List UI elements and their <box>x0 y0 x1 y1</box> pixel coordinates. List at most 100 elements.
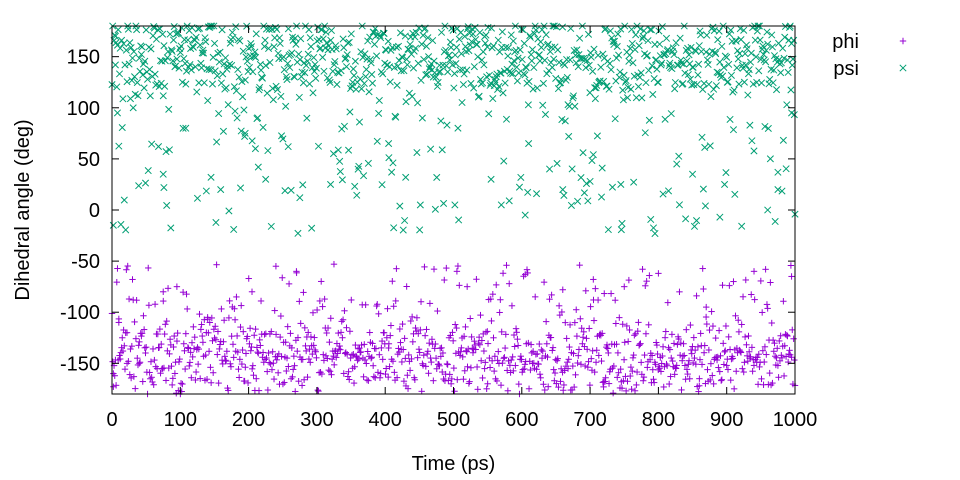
series-psi-point <box>277 92 285 100</box>
series-psi-point <box>509 37 517 45</box>
series-psi-point <box>461 32 469 40</box>
series-phi-point <box>281 379 288 386</box>
series-phi-point <box>370 373 378 380</box>
series-phi-point <box>417 326 424 334</box>
series-phi-point <box>309 350 316 358</box>
series-phi-point <box>557 378 564 385</box>
series-phi-point <box>614 349 622 357</box>
series-psi-point <box>525 77 533 86</box>
series-phi-point <box>369 362 377 369</box>
series-psi-point <box>292 40 300 48</box>
series-psi-point <box>207 173 215 181</box>
series-phi-point <box>502 331 510 338</box>
series-psi-point <box>684 70 692 79</box>
series-psi-point <box>128 54 137 62</box>
series-psi-point <box>504 44 513 52</box>
series-phi-point <box>780 372 788 380</box>
series-phi-point <box>652 361 659 368</box>
series-psi-point <box>558 23 567 31</box>
series-psi-point <box>497 69 505 77</box>
series-psi-point <box>502 43 510 52</box>
series-psi-point <box>262 25 271 33</box>
series-psi-point <box>367 59 375 67</box>
series-phi-point <box>433 365 440 372</box>
series-phi-point <box>436 345 444 352</box>
series-phi-point <box>158 340 165 348</box>
series-psi-point <box>213 72 221 80</box>
series-phi-point <box>723 362 730 369</box>
series-psi-point <box>675 201 684 209</box>
series-phi-point <box>402 355 409 362</box>
series-psi-point <box>319 53 327 61</box>
series-phi-point <box>421 263 428 271</box>
series-psi-point <box>756 36 764 44</box>
series-psi-point <box>264 147 272 155</box>
series-psi-point <box>613 42 621 50</box>
series-psi-point <box>741 50 749 58</box>
series-psi-point <box>436 68 444 76</box>
series-phi-point <box>244 379 252 387</box>
series-psi-point <box>267 222 275 230</box>
series-phi-point <box>697 330 704 337</box>
series-psi-point <box>241 129 249 137</box>
series-phi-point <box>191 333 198 341</box>
series-phi-point <box>700 349 708 356</box>
series-psi-point <box>607 66 615 74</box>
series-psi-point <box>467 79 475 87</box>
series-phi-point <box>212 323 219 330</box>
series-phi-point <box>208 314 216 322</box>
x-tick-label: 100 <box>164 409 197 431</box>
series-phi-point <box>166 336 174 343</box>
series-phi-point <box>145 264 152 272</box>
series-psi-point <box>260 42 269 50</box>
series-phi-point <box>640 373 648 381</box>
series-phi-point <box>195 345 203 353</box>
series-phi-point <box>771 353 779 360</box>
series-phi-point <box>223 348 231 355</box>
series-phi-point <box>220 338 227 345</box>
series-phi-point <box>253 344 261 351</box>
series-psi-point <box>598 164 606 172</box>
series-psi-point <box>464 23 472 31</box>
series-phi-point <box>185 345 192 352</box>
series-psi-point <box>327 26 336 35</box>
series-phi-point <box>681 352 688 359</box>
series-phi-point <box>533 366 540 373</box>
series-psi-point <box>574 197 582 205</box>
series-psi-point <box>123 78 131 86</box>
series-psi-point <box>334 68 342 76</box>
series-phi-point <box>785 350 793 358</box>
series-phi-point <box>754 354 761 361</box>
series-phi-point <box>476 341 484 348</box>
series-phi-point <box>690 334 698 341</box>
series-psi-point <box>590 45 598 53</box>
series-phi-point <box>110 370 117 377</box>
series-psi-point <box>645 66 653 74</box>
series-phi-point <box>309 309 317 316</box>
series-psi-point <box>521 71 529 79</box>
series-psi-point <box>232 23 240 31</box>
series-psi-point <box>740 78 748 86</box>
series-psi-point <box>627 85 635 93</box>
series-phi-point <box>254 348 261 356</box>
series-psi-point <box>256 60 264 69</box>
series-psi-point <box>262 175 270 183</box>
x-tick-label: 0 <box>106 409 117 431</box>
series-psi-point <box>505 197 513 205</box>
series-psi-point <box>617 226 625 234</box>
series-psi-point <box>453 43 461 51</box>
series-phi-point <box>430 377 437 384</box>
series-psi-point <box>433 173 441 182</box>
series-psi-point <box>156 25 164 33</box>
series-phi-point <box>334 350 341 357</box>
series-psi-point <box>569 92 578 100</box>
series-phi-point <box>700 285 707 293</box>
series-phi-point <box>770 348 778 355</box>
series-psi-point <box>515 183 524 191</box>
series-phi-point <box>558 308 566 316</box>
series-phi-point <box>559 286 566 293</box>
series-phi-point <box>557 365 565 372</box>
series-phi-point <box>269 348 276 355</box>
series-phi-point <box>717 377 725 384</box>
series-psi-point <box>141 57 149 65</box>
